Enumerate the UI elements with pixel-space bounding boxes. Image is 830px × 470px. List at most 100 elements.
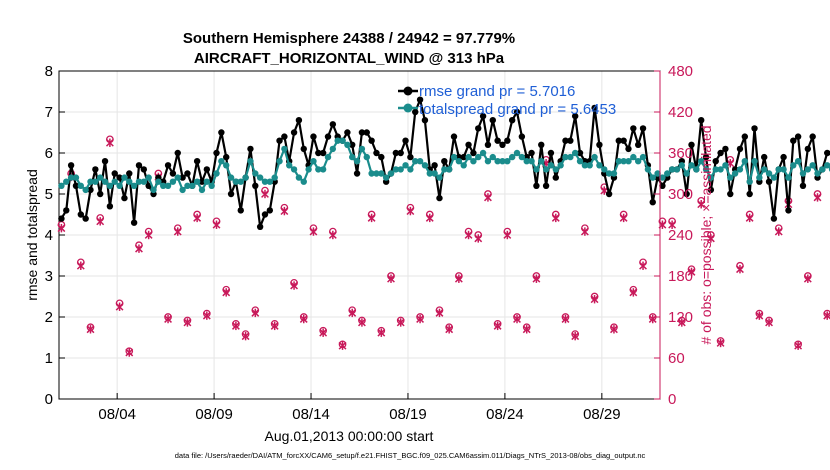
obs-assimilated-marker [193,213,202,223]
spread-point [237,178,244,185]
rmse-point [87,186,94,194]
obs-assimilated-marker [532,274,541,283]
obs-assimilated-marker [668,220,677,229]
spread-point [542,166,550,173]
rmse-point [538,141,545,148]
rmse-point [484,141,492,148]
spread-point [717,166,724,173]
spread-point [697,158,705,165]
obs-assimilated-marker [580,227,589,236]
spread-point [58,182,65,189]
y-tick-label: 4 [45,227,53,244]
rmse-point [475,125,482,132]
obs-assimilated-marker [522,325,531,334]
spread-point [77,182,85,189]
spread-point [523,158,530,165]
rmse-point [101,158,109,165]
legend-spread-label: totalspread grand pr = 5.6453 [419,101,616,118]
y-tick-label: 0 [45,391,53,408]
obs-assimilated-marker [416,314,425,324]
obs-assimilated-marker [736,264,744,274]
rmse-point [174,149,181,157]
spread-point [775,166,782,173]
spread-point [140,178,148,185]
spread-point [227,174,235,181]
obs-assimilated-marker [183,318,192,327]
spread-point [799,170,807,177]
spread-point [596,162,603,169]
rmse-point [625,145,632,153]
rmse-point [319,149,327,157]
obs-assimilated-marker [794,341,803,350]
rmse-point [683,190,690,198]
obs-assimilated-marker [435,308,444,318]
spread-point [731,170,739,177]
spread-point [538,158,545,165]
spread-point [106,182,114,189]
spread-point [581,162,589,169]
spread-point [741,158,749,165]
spread-point [169,178,177,185]
y-axis-label: rmse and totalspread [24,169,40,301]
chart-title-line2: AIRCRAFT_HORIZONTAL_WIND @ 313 hPa [194,50,505,67]
rmse-point [508,117,516,124]
spread-point [92,178,99,185]
obs-assimilated-marker [270,321,279,331]
rmse-point [809,133,816,140]
spread-point [678,162,686,169]
obs-assimilated-marker [745,213,754,223]
obs-assimilated-marker [96,217,105,226]
rmse-point [552,174,559,181]
obs-assimilated-marker [125,348,134,357]
rmse-point [407,153,414,161]
spread-point [416,158,424,165]
spread-point [387,170,395,177]
obs-assimilated-marker [687,267,696,277]
rmse-point [533,182,540,189]
spread-point [72,174,80,181]
spread-point [702,166,710,173]
rmse-point [82,215,89,222]
spread-point [271,174,278,181]
rmse-point [799,182,807,189]
obs-assimilated-marker [290,281,298,290]
spread-point [179,186,186,194]
spread-point [155,178,162,185]
spread-point [431,170,438,177]
rmse-point [140,166,148,173]
data-file-footer: data file: /Users/raeder/DAI/ATM_forcXX/… [175,451,646,460]
rmse-point [92,166,99,173]
obs-assimilated-marker [144,230,153,240]
spread-point [639,153,647,161]
x-tick-label: 08/19 [389,406,427,423]
y-tick-label: 5 [45,186,53,203]
spread-point [601,166,608,173]
spread-point [513,149,521,157]
rmse-point [470,149,477,157]
rmse-point [227,190,235,198]
spread-point [470,158,477,165]
spread-point [252,170,259,177]
y-axis-right-label: # of obs: o=possible; ×=assimilated [698,125,714,344]
rmse-point [213,149,220,157]
obs-assimilated-marker [561,314,570,324]
spread-point [455,158,463,165]
rmse-point [620,137,627,144]
spread-point [533,166,540,173]
spread-point [746,178,753,185]
obs-assimilated-marker [639,261,647,270]
rmse-point [542,182,550,189]
spread-point [193,178,201,185]
rmse-point [223,153,230,161]
rmse-point [702,153,710,161]
spread-point [484,158,492,165]
spread-point [436,174,443,181]
spread-point [150,186,157,194]
y-tick-label: 3 [45,268,53,285]
rmse-point [751,125,758,132]
rmse-point [349,141,356,148]
rmse-point [460,153,467,161]
spread-point [659,174,666,181]
y-right-tick-label: 60 [668,350,685,367]
spread-point [644,166,652,173]
